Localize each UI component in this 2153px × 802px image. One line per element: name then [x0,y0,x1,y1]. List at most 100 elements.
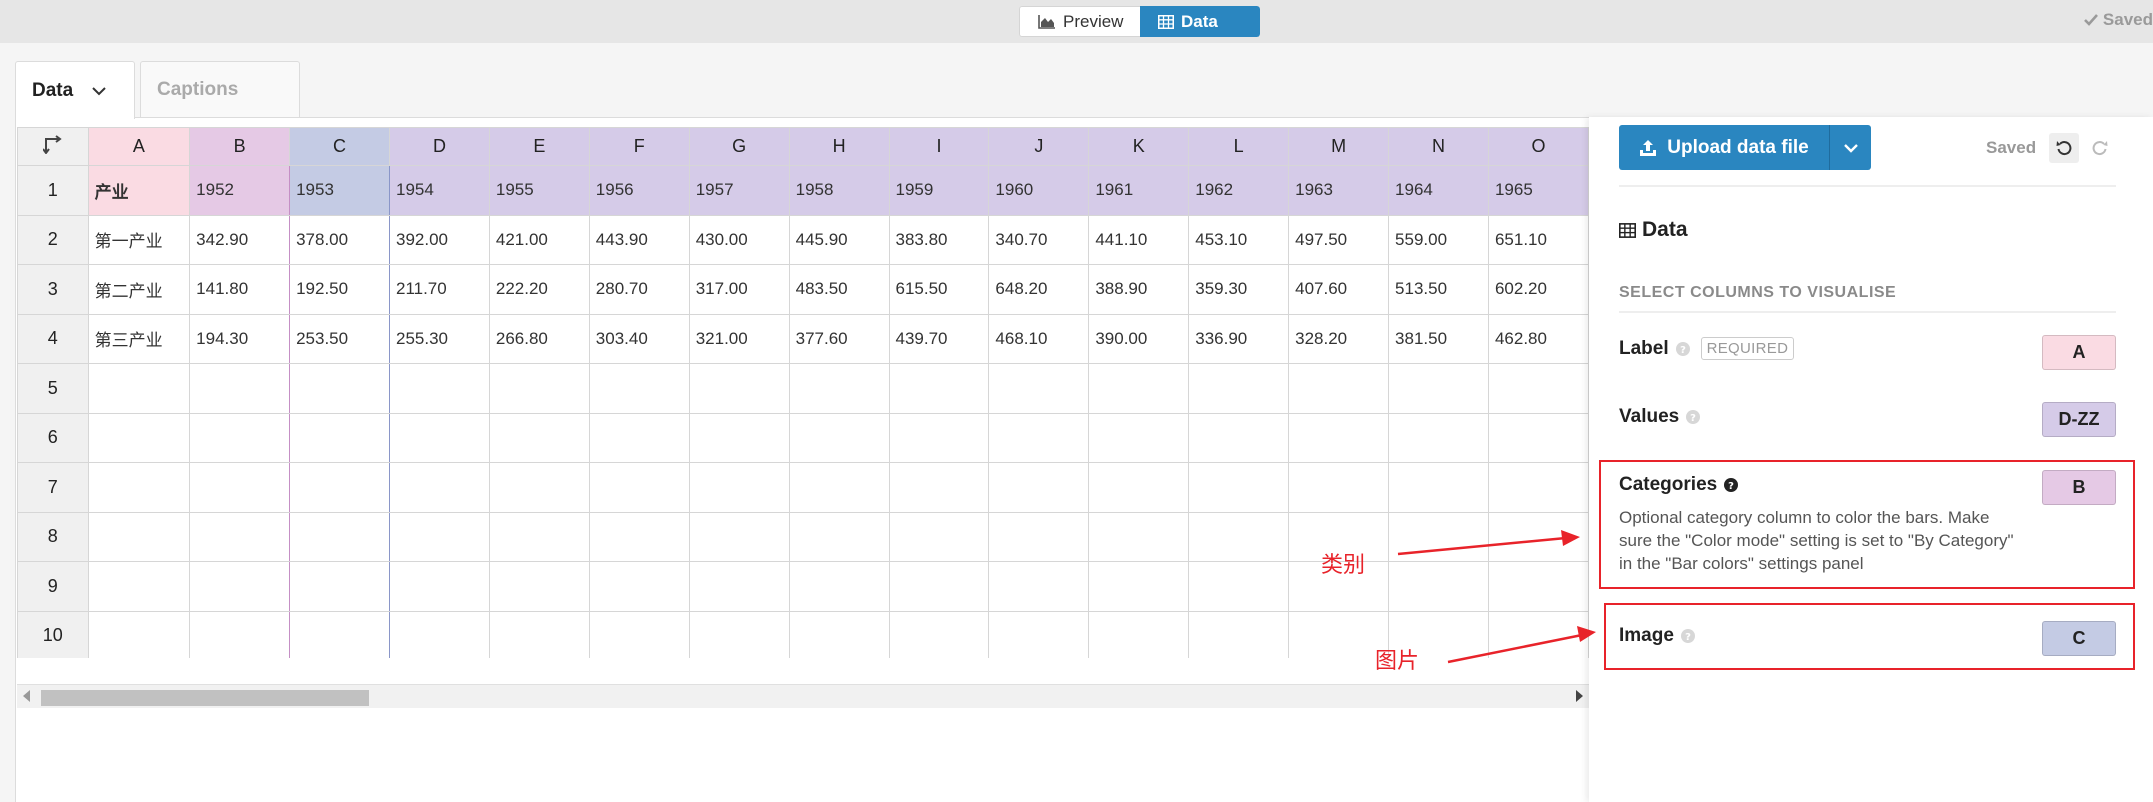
table-cell[interactable] [688,363,790,414]
table-cell[interactable] [488,610,590,658]
table-cell[interactable]: 1961 [1088,165,1190,216]
table-cell[interactable] [788,511,890,562]
table-cell[interactable]: 483.50 [788,264,890,315]
table-cell[interactable] [488,462,590,513]
table-cell[interactable] [788,412,890,463]
column-header-k[interactable]: K [1088,127,1190,166]
column-header-b[interactable]: B [189,127,291,166]
table-cell[interactable] [1188,462,1290,513]
table-cell[interactable] [788,363,890,414]
upload-dropdown-button[interactable] [1829,125,1871,170]
scroll-right-icon[interactable] [1576,690,1583,702]
table-cell[interactable]: 378.00 [289,214,390,265]
table-cell[interactable] [1388,511,1489,562]
table-cell[interactable]: 651.10 [1487,214,1589,265]
column-header-h[interactable]: H [788,127,890,166]
table-cell[interactable]: 648.20 [988,264,1090,315]
image-column-selector[interactable]: C [2042,621,2116,656]
preview-button[interactable]: Preview [1019,6,1140,37]
table-cell[interactable] [1088,412,1190,463]
table-cell[interactable] [588,511,690,562]
table-cell[interactable] [189,511,291,562]
table-cell[interactable] [988,412,1090,463]
table-cell[interactable] [87,561,191,612]
table-cell[interactable]: 253.50 [289,313,390,364]
table-cell[interactable]: 390.00 [1088,313,1190,364]
table-cell[interactable] [289,462,390,513]
table-cell[interactable] [688,511,790,562]
table-cell[interactable]: 1957 [688,165,790,216]
table-cell[interactable]: 342.90 [189,214,291,265]
table-cell[interactable] [988,363,1090,414]
table-cell[interactable] [1088,462,1190,513]
table-cell[interactable] [189,363,291,414]
table-cell[interactable] [488,511,590,562]
label-column-selector[interactable]: A [2042,335,2116,370]
table-cell[interactable]: 443.90 [588,214,690,265]
table-cell[interactable]: 303.40 [588,313,690,364]
table-cell[interactable] [87,412,191,463]
table-cell[interactable]: 1958 [788,165,890,216]
scroll-left-icon[interactable] [23,690,30,702]
table-cell[interactable]: 211.70 [388,264,490,315]
table-cell[interactable]: 1960 [988,165,1090,216]
table-cell[interactable]: 194.30 [189,313,291,364]
table-cell[interactable]: 377.60 [788,313,890,364]
table-cell[interactable] [488,561,590,612]
table-cell[interactable] [189,462,291,513]
table-cell[interactable] [988,511,1090,562]
row-header[interactable]: 3 [17,264,89,315]
table-cell[interactable] [688,412,790,463]
table-cell[interactable]: 317.00 [688,264,790,315]
data-mode-button[interactable]: Data [1140,6,1260,37]
table-cell[interactable] [87,610,191,658]
redo-button[interactable] [2085,133,2115,163]
table-cell[interactable]: 产业 [87,165,191,216]
table-cell[interactable] [1188,412,1290,463]
table-cell[interactable] [1088,561,1190,612]
table-cell[interactable]: 388.90 [1088,264,1190,315]
table-cell[interactable]: 1959 [888,165,990,216]
table-cell[interactable]: 255.30 [388,313,490,364]
table-cell[interactable] [1188,561,1290,612]
row-header[interactable]: 4 [17,313,89,364]
table-cell[interactable] [1288,561,1390,612]
table-cell[interactable]: 266.80 [488,313,590,364]
table-cell[interactable] [87,511,191,562]
scrollbar-thumb[interactable] [41,690,369,706]
column-header-d[interactable]: D [388,127,490,166]
table-cell[interactable] [888,561,990,612]
table-cell[interactable]: 328.20 [1288,313,1390,364]
table-cell[interactable] [1088,363,1190,414]
table-cell[interactable] [189,610,291,658]
table-cell[interactable] [87,363,191,414]
help-icon[interactable]: ? [1685,409,1701,425]
table-cell[interactable] [1288,363,1390,414]
table-cell[interactable] [588,610,690,658]
table-cell[interactable] [289,511,390,562]
table-cell[interactable] [1288,462,1390,513]
table-cell[interactable] [1487,363,1589,414]
table-cell[interactable] [688,561,790,612]
table-cell[interactable] [1188,363,1290,414]
table-cell[interactable] [888,610,990,658]
table-cell[interactable]: 559.00 [1388,214,1489,265]
table-cell[interactable] [1288,610,1390,658]
table-cell[interactable] [189,561,291,612]
horizontal-scrollbar[interactable] [17,684,1589,708]
row-header[interactable]: 9 [17,561,89,612]
table-cell[interactable]: 1953 [289,165,390,216]
row-header[interactable]: 5 [17,363,89,414]
table-cell[interactable]: 1954 [388,165,490,216]
table-cell[interactable]: 407.60 [1288,264,1390,315]
row-header[interactable]: 2 [17,214,89,265]
help-icon[interactable]: ? [1723,477,1739,493]
table-cell[interactable] [488,412,590,463]
table-cell[interactable] [1188,610,1290,658]
table-cell[interactable] [588,561,690,612]
values-column-selector[interactable]: D-ZZ [2042,402,2116,437]
table-cell[interactable]: 439.70 [888,313,990,364]
table-cell[interactable] [988,561,1090,612]
table-cell[interactable]: 1955 [488,165,590,216]
